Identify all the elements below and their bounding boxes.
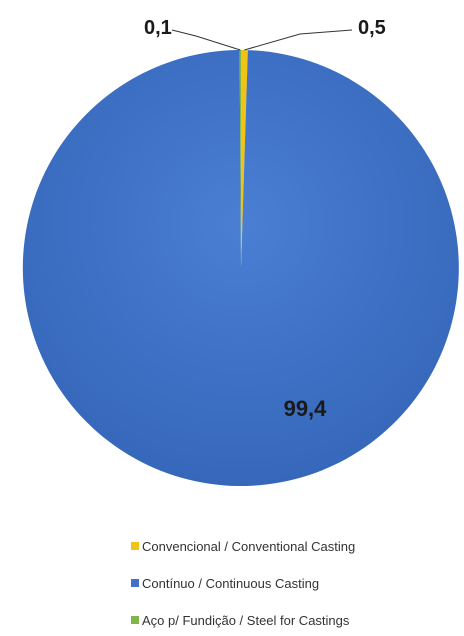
legend: Convencional / Conventional Casting Contí… [131, 537, 355, 636]
legend-swatch-1 [131, 542, 139, 550]
legend-item-2: Contínuo / Continuous Casting [131, 574, 355, 592]
pie-slice-3 [239, 49, 241, 269]
data-labels: 0,5 99,4 0,1 [144, 17, 386, 421]
legend-label-2: Contínuo / Continuous Casting [142, 575, 320, 591]
data-label-3: 0,1 [144, 17, 172, 39]
legend-swatch-3 [131, 616, 139, 624]
pie-slices [22, 49, 459, 486]
pie-slice-2 [22, 50, 459, 486]
leader-line-3 [171, 29, 241, 51]
legend-label-3: Aço p/ Fundição / Steel for Castings [142, 612, 350, 628]
data-label-1: 0,5 [358, 17, 386, 39]
legend-swatch-2 [131, 579, 139, 587]
legend-item-1: Convencional / Conventional Casting [131, 537, 355, 555]
data-label-2: 99,4 [284, 396, 328, 421]
legend-label-1: Convencional / Conventional Casting [142, 538, 356, 554]
leader-lines [171, 29, 353, 51]
pie-slice-1 [241, 50, 248, 268]
legend-item-3: Aço p/ Fundição / Steel for Castings [131, 611, 355, 629]
leader-line-1 [244, 29, 353, 51]
